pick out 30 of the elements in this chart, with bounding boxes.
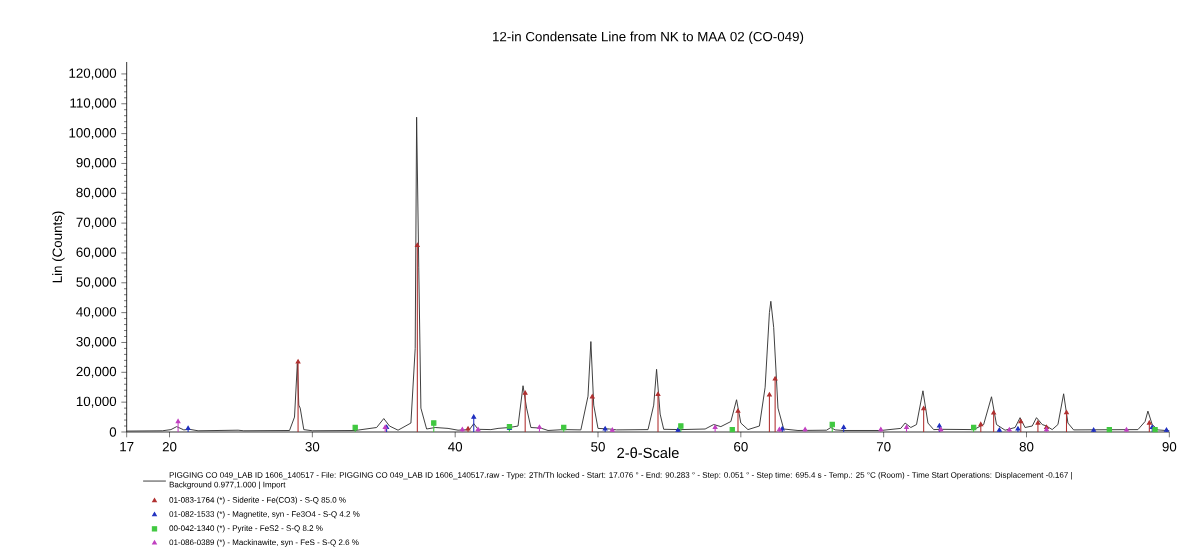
y-tick-label: 60,000 <box>76 247 117 259</box>
legend-label: 01-083-1764 (*) - Siderite - Fe(CO3) - S-Q 85.0 % <box>169 496 346 505</box>
legend-label: 00-042-1340 (*) - Pyrite - FeS2 - S-Q 8.2 % <box>169 525 323 533</box>
legend-label: 01-086-0389 (*) - Mackinawite, syn - FeS - S-Q 2.6 % <box>169 539 359 547</box>
y-tick-label: 0 <box>109 427 117 437</box>
y-tick-label: 110,000 <box>70 98 117 110</box>
x-tick-label: 30 <box>305 442 320 452</box>
x-tick-label: 50 <box>591 442 605 452</box>
x-tick-label: 20 <box>162 442 177 452</box>
y-tick-label: 80,000 <box>76 187 117 199</box>
x-axis-title: 2-θ-Scale <box>617 447 679 459</box>
y-tick-label: 40,000 <box>76 307 117 319</box>
y-axis-title: Lin (Counts) <box>52 211 65 283</box>
y-tick-label: 10,000 <box>76 396 117 408</box>
y-tick-label: 100,000 <box>69 128 117 140</box>
y-tick-label: 50,000 <box>76 277 117 289</box>
y-tick-label: 70,000 <box>76 217 117 229</box>
chart-title: 12-in Condensate Line from NK to MAA 02 (CO-049) <box>493 31 804 44</box>
legend-label: 01-082-1533 (*) - Magnetite, syn - Fe3O4 - S-Q 4.2 % <box>169 510 360 519</box>
y-tick-label: 90,000 <box>76 157 117 169</box>
x-tick-label: 17 <box>120 442 134 452</box>
x-tick-label: 70 <box>876 442 891 452</box>
x-tick-label: 80 <box>1019 442 1034 452</box>
y-tick-label: 120,000 <box>69 68 117 80</box>
legend-label: PIGGING CO 049_LAB ID 1606_140517 - File: PIGGING CO 049_LAB ID 1606_140517.raw - Type: 2Th/Th locked - Start: 17.076 ° - End: 90.283 ° - Step: 0.051 ° - Step time: 695.4 s - Temp.: 25 °C (Room) - Time Start Operations: Displacement -0.167 | Background 0.977,1.000 | Import <box>169 471 1072 490</box>
y-tick-label: 20,000 <box>76 366 117 378</box>
y-tick-label: 30,000 <box>76 336 117 348</box>
x-tick-label: 60 <box>734 442 748 452</box>
x-tick-label: 90 <box>1162 442 1177 452</box>
x-tick-label: 40 <box>448 442 463 452</box>
